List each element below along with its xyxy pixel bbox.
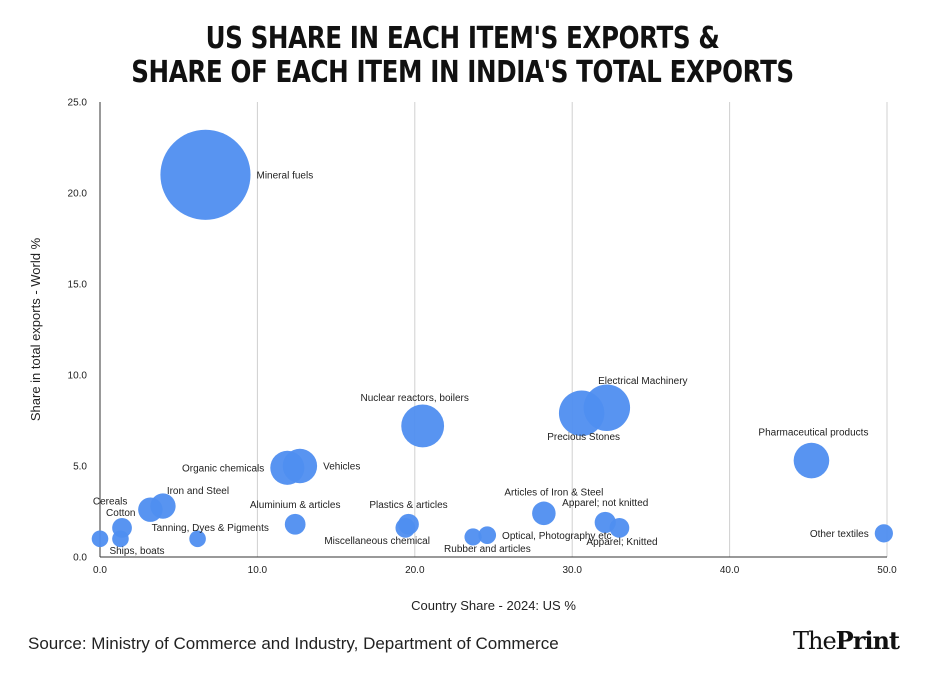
y-tick-label: 15.0 — [68, 280, 88, 291]
x-tick-label: 50.0 — [877, 565, 897, 576]
bubble-point — [874, 524, 893, 543]
bubble-label: Plastics & articles — [369, 500, 447, 511]
bubble-label: Nuclear reactors, boilers — [360, 393, 468, 404]
bubble-label: Tanning, Dyes & Pigments — [152, 523, 269, 534]
bubble-point — [558, 390, 605, 436]
y-tick-label: 0.0 — [73, 553, 87, 564]
bubble-point — [91, 530, 109, 548]
bubble-label: Vehicles — [323, 462, 360, 473]
bubble-label: Articles of Iron & Steel — [504, 488, 603, 499]
bubble-point — [112, 530, 129, 548]
bubble-label: Other textiles — [810, 529, 869, 540]
bubble-label: Ships, boats — [109, 546, 164, 557]
bubble-point — [478, 526, 497, 545]
title-line-2: SHARE OF EACH ITEM IN INDIA'S TOTAL EXPO… — [131, 55, 794, 90]
x-tick-label: 30.0 — [562, 565, 582, 576]
y-tick-label: 20.0 — [68, 189, 88, 200]
y-axis-title: Share in total exports - World % — [28, 237, 43, 421]
y-tick-label: 10.0 — [68, 371, 88, 382]
bubble-point — [189, 530, 206, 548]
bubble-point — [793, 442, 830, 479]
x-tick-label: 10.0 — [248, 565, 268, 576]
bubble-point — [284, 513, 306, 535]
bubble-point — [532, 501, 556, 526]
chart-title: US SHARE IN EACH ITEM'S EXPORTS & SHARE … — [83, 22, 842, 90]
bubble-point — [160, 129, 251, 220]
bubble-point — [395, 518, 416, 538]
bubble-label: Miscellaneous chemical — [324, 536, 430, 547]
bubble-point — [401, 404, 445, 448]
bubble-label: Apparel; Knitted — [586, 537, 657, 548]
brand-suffix: Print — [835, 626, 900, 655]
bubble-label: Iron and Steel — [167, 486, 229, 497]
brand-prefix: The — [792, 627, 837, 655]
bubble-label: Aluminium & articles — [250, 500, 341, 511]
bubble-label: Organic chemicals — [182, 463, 264, 474]
x-tick-label: 40.0 — [720, 565, 740, 576]
bubble-label: Apparel; not knitted — [562, 498, 648, 509]
bubble-label: Pharmaceutical products — [758, 428, 868, 439]
bubble-label: Electrical Machinery — [598, 376, 687, 387]
source-note: Source: Ministry of Commerce and Industr… — [28, 634, 559, 653]
y-tick-label: 5.0 — [73, 462, 87, 473]
bubble-label: Optical, Photography etc — [502, 531, 612, 542]
title-line-1: US SHARE IN EACH ITEM'S EXPORTS & — [205, 21, 720, 56]
bubble-label: Rubber and articles — [444, 544, 531, 555]
bubble-label: Mineral fuels — [257, 170, 314, 181]
bubble-point — [609, 518, 630, 538]
x-tick-label: 0.0 — [93, 565, 107, 576]
bubble-point — [464, 528, 482, 546]
brand-logo: ThePrint — [792, 626, 900, 655]
y-tick-label: 25.0 — [68, 98, 88, 109]
bubble-label: Precious Stones — [547, 432, 620, 443]
bubble-label: Cotton — [106, 508, 135, 519]
bubble-point — [270, 450, 305, 485]
bubble-label: Cereals — [93, 497, 127, 508]
bubble-point — [138, 497, 163, 522]
x-tick-label: 20.0 — [405, 565, 425, 576]
x-axis-title: Country Share - 2024: US % — [411, 598, 576, 613]
